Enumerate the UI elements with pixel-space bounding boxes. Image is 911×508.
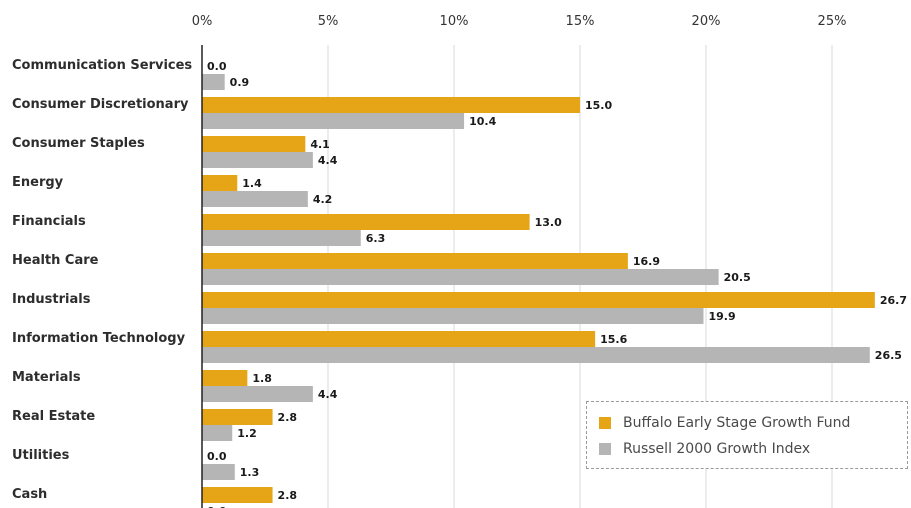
bar-fund	[202, 253, 628, 269]
value-label: 19.9	[708, 310, 735, 323]
value-label: 26.5	[875, 349, 902, 362]
bar-index	[202, 308, 704, 324]
bar-index	[202, 347, 870, 363]
value-label: 1.8	[252, 372, 271, 385]
value-label: 4.2	[313, 193, 333, 206]
bar-index	[202, 113, 465, 129]
value-label: 1.2	[237, 427, 256, 440]
category-label: Consumer Discretionary	[12, 97, 189, 112]
x-tick-label: 10%	[440, 14, 469, 29]
bar-index	[202, 191, 308, 207]
value-label: 4.4	[318, 388, 338, 401]
category-label: Information Technology	[12, 331, 186, 346]
value-label: 15.6	[600, 333, 627, 346]
bar-fund	[202, 136, 306, 152]
bar-fund	[202, 331, 596, 347]
x-axis-ticks: 0% 5% 10% 15% 20% 25%	[192, 14, 847, 29]
value-label: 26.7	[880, 294, 907, 307]
value-label: 6.3	[366, 232, 386, 245]
bar-fund	[202, 370, 248, 386]
bar-index	[202, 74, 225, 90]
value-label: 13.0	[535, 216, 562, 229]
legend-swatch-index	[599, 443, 611, 455]
x-tick-label: 5%	[318, 14, 339, 29]
legend-swatch-fund	[599, 417, 611, 429]
value-label: 1.3	[240, 466, 260, 479]
x-tick-label: 0%	[192, 14, 213, 29]
category-label: Financials	[12, 214, 86, 229]
bar-index	[202, 269, 719, 285]
bar-index	[202, 386, 313, 402]
category-label: Utilities	[12, 448, 70, 463]
bar-fund	[202, 97, 580, 113]
value-label: 10.4	[469, 115, 496, 128]
x-tick-label: 25%	[818, 14, 847, 29]
value-labels: 0.00.915.010.44.14.41.44.213.06.316.920.…	[207, 60, 907, 508]
bar-index	[202, 464, 235, 480]
value-label: 0.0	[207, 60, 227, 73]
value-label: 15.0	[585, 99, 612, 112]
bar-fund	[202, 175, 238, 191]
bars	[202, 74, 875, 503]
category-label: Communication Services	[12, 58, 192, 73]
legend-label-fund: Buffalo Early Stage Growth Fund	[623, 415, 851, 431]
category-label: Materials	[12, 370, 81, 385]
value-label: 20.5	[724, 271, 751, 284]
value-label: 0.0	[207, 450, 227, 463]
category-label: Industrials	[12, 292, 91, 307]
category-label: Health Care	[12, 253, 99, 268]
category-label: Energy	[12, 175, 64, 190]
category-labels: Communication Services Consumer Discretio…	[12, 58, 192, 502]
legend-item-fund: Buffalo Early Stage Growth Fund	[599, 413, 850, 433]
bar-fund	[202, 214, 530, 230]
bar-index	[202, 152, 313, 168]
bar-index	[202, 425, 233, 441]
legend: Buffalo Early Stage Growth Fund Russell …	[586, 401, 908, 469]
x-tick-label: 20%	[692, 14, 721, 29]
value-label: 1.4	[242, 177, 262, 190]
x-tick-label: 15%	[566, 14, 595, 29]
value-label: 0.9	[230, 76, 250, 89]
category-label: Cash	[12, 487, 47, 502]
legend-item-index: Russell 2000 Growth Index	[599, 439, 810, 459]
bar-fund	[202, 487, 273, 503]
value-label: 16.9	[633, 255, 660, 268]
value-label: 2.8	[278, 489, 298, 502]
category-label: Real Estate	[12, 409, 95, 424]
value-label: 4.1	[310, 138, 330, 151]
bar-index	[202, 230, 361, 246]
value-label: 0.0	[207, 505, 227, 508]
bar-fund	[202, 409, 273, 425]
legend-label-index: Russell 2000 Growth Index	[623, 441, 811, 457]
value-label: 4.4	[318, 154, 338, 167]
bar-fund	[202, 292, 875, 308]
value-label: 2.8	[278, 411, 298, 424]
category-label: Consumer Staples	[12, 136, 145, 151]
